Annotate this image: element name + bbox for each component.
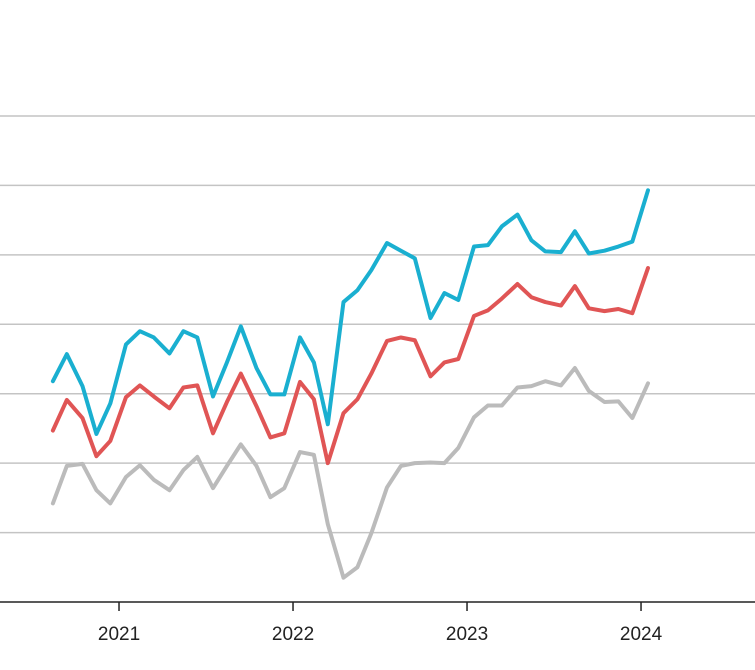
series-line [50, 366, 650, 580]
x-tick-label: 2021 [98, 624, 140, 645]
x-tick-label: 2023 [446, 624, 488, 645]
series-line [50, 188, 650, 436]
x-tick-label: 2022 [272, 624, 314, 645]
x-tick-label: 2024 [620, 624, 663, 645]
series-line [50, 266, 650, 466]
